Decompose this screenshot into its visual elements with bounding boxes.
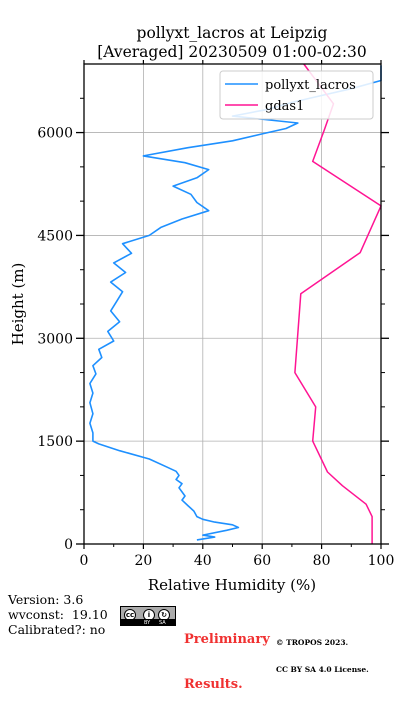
- chart-title: pollyxt_lacros at Leipzig: [137, 24, 328, 42]
- copyright-line1: © TROPOS 2023.: [276, 638, 349, 647]
- plot-frame: [83, 63, 382, 545]
- y-tick-label: 3000: [37, 331, 73, 347]
- preliminary-notice: Preliminary Results.: [184, 602, 270, 707]
- x-tick-label: 80: [313, 553, 331, 569]
- x-tick-label: 0: [80, 553, 89, 569]
- cc-by-text: BY: [144, 620, 151, 626]
- chart-subtitle: [Averaged] 20230509 01:00-02:30: [97, 43, 367, 61]
- y-axis-label: Height (m): [9, 263, 27, 346]
- x-tick-label: 100: [368, 553, 395, 569]
- x-tick-label: 40: [194, 553, 212, 569]
- cc-by-sa-badge: cc i ↻ BY SA: [120, 606, 176, 626]
- copyright-notice: © TROPOS 2023. CC BY SA 4.0 License.: [276, 620, 369, 683]
- x-axis-label: Relative Humidity (%): [148, 576, 316, 594]
- y-tick-label: 6000: [37, 126, 73, 142]
- copyright-line2: CC BY SA 4.0 License.: [276, 665, 369, 674]
- wvconst-text: wvconst: 19.10: [8, 607, 108, 622]
- ticks: 0 20 40 60 80 100 0 1500 3000 4500 6000: [37, 60, 394, 569]
- version-text: Version: 3.6: [8, 592, 84, 607]
- y-tick-label: 1500: [37, 434, 73, 450]
- y-tick-label: 4500: [37, 228, 73, 244]
- series-line-pollyxt_lacros: [89, 65, 382, 541]
- rh-profile-chart: pollyxt_lacros at Leipzig [Averaged] 202…: [9, 24, 394, 594]
- x-tick-label: 20: [134, 553, 152, 569]
- series-line-gdas1: [294, 63, 382, 544]
- y-tick-label: 0: [64, 537, 73, 553]
- legend-label-gdas1: gdas1: [265, 99, 304, 114]
- series-layer: [89, 63, 382, 544]
- legend-label-pollyxt: pollyxt_lacros: [265, 78, 356, 93]
- preliminary-line2: Results.: [184, 677, 243, 692]
- grid: [83, 64, 382, 545]
- legend: pollyxt_lacros gdas1: [219, 70, 374, 120]
- x-tick-label: 60: [253, 553, 271, 569]
- cc-sa-text: SA: [159, 620, 166, 626]
- calibrated-text: Calibrated?: no: [8, 622, 106, 637]
- legend-box: [219, 70, 374, 120]
